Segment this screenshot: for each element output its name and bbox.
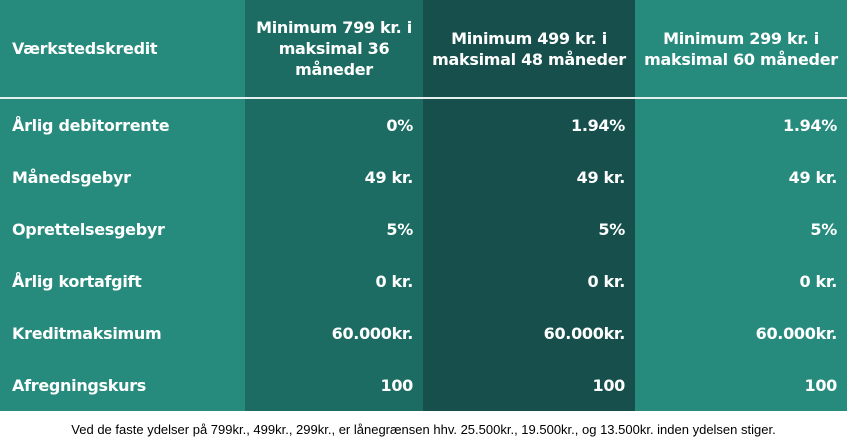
row-label-settlement-rate: Afregningskurs bbox=[0, 359, 245, 411]
footnote: Ved de faste ydelser på 799kr., 499kr., … bbox=[71, 422, 776, 437]
table-cell: 1.94% bbox=[423, 99, 635, 151]
table-cell: 5% bbox=[635, 203, 847, 255]
row-label-credit-maximum: Kreditmaksimum bbox=[0, 307, 245, 359]
table-cell: 0% bbox=[245, 99, 423, 151]
table-cell: 60.000kr. bbox=[423, 307, 635, 359]
row-label-monthly-fee: Månedsgebyr bbox=[0, 151, 245, 203]
row-label-annual-card-fee: Årlig kortafgift bbox=[0, 255, 245, 307]
table-cell: 60.000kr. bbox=[245, 307, 423, 359]
table-cell: 0 kr. bbox=[423, 255, 635, 307]
table-cell: 5% bbox=[245, 203, 423, 255]
credit-comparison-table: Værkstedskredit Minimum 799 kr. i maksim… bbox=[0, 0, 847, 411]
row-label-annual-interest: Årlig debitorrente bbox=[0, 99, 245, 151]
table-corner-label: Værkstedskredit bbox=[0, 0, 245, 99]
plan-header-299: Minimum 299 kr. i maksimal 60 måneder bbox=[635, 0, 847, 99]
plan-header-799: Minimum 799 kr. i maksimal 36 måneder bbox=[245, 0, 423, 99]
table-cell: 60.000kr. bbox=[635, 307, 847, 359]
table-cell: 0 kr. bbox=[635, 255, 847, 307]
plan-header-499: Minimum 499 kr. i maksimal 48 måneder bbox=[423, 0, 635, 99]
table-cell: 0 kr. bbox=[245, 255, 423, 307]
table-cell: 100 bbox=[423, 359, 635, 411]
table-cell: 49 kr. bbox=[635, 151, 847, 203]
table-cell: 5% bbox=[423, 203, 635, 255]
table-cell: 1.94% bbox=[635, 99, 847, 151]
table-cell: 49 kr. bbox=[423, 151, 635, 203]
row-label-setup-fee: Oprettelsesgebyr bbox=[0, 203, 245, 255]
table-cell: 100 bbox=[635, 359, 847, 411]
table-cell: 49 kr. bbox=[245, 151, 423, 203]
table-cell: 100 bbox=[245, 359, 423, 411]
